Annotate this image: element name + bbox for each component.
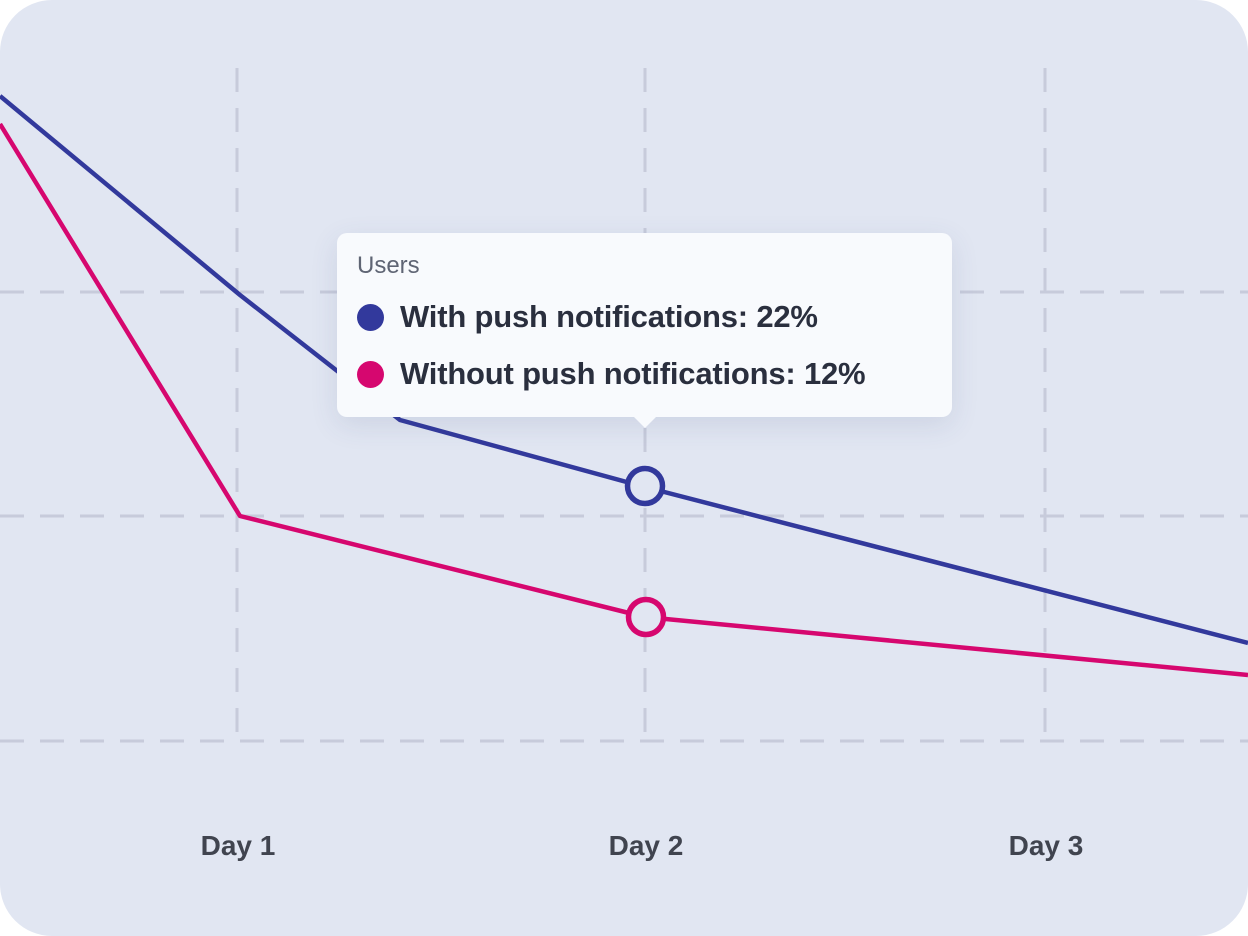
x-tick-label-day-3: Day 3 bbox=[1008, 830, 1084, 861]
data-point-without-push-day-2[interactable] bbox=[625, 596, 667, 638]
tooltip-title: Users bbox=[357, 252, 420, 279]
tooltip-row-with-push: With push notifications: 22% bbox=[357, 295, 932, 339]
data-point-with-push-day-2[interactable] bbox=[624, 465, 666, 507]
chart-tooltip: Users With push notifications: 22% Witho… bbox=[337, 233, 952, 428]
tooltip-label-without-push: Without push notifications: 12% bbox=[400, 356, 866, 391]
legend-dot-icon bbox=[357, 303, 384, 331]
x-tick-label-day-2: Day 2 bbox=[608, 830, 684, 861]
series-line-with-push bbox=[0, 94, 1248, 646]
tooltip-row-without-push: Without push notifications: 12% bbox=[357, 352, 932, 396]
tooltip-label-with-push: With push notifications: 22% bbox=[400, 299, 818, 334]
series-line-without-push bbox=[0, 122, 1248, 678]
legend-dot-icon bbox=[357, 360, 384, 388]
x-tick-label-day-1: Day 1 bbox=[200, 830, 276, 861]
